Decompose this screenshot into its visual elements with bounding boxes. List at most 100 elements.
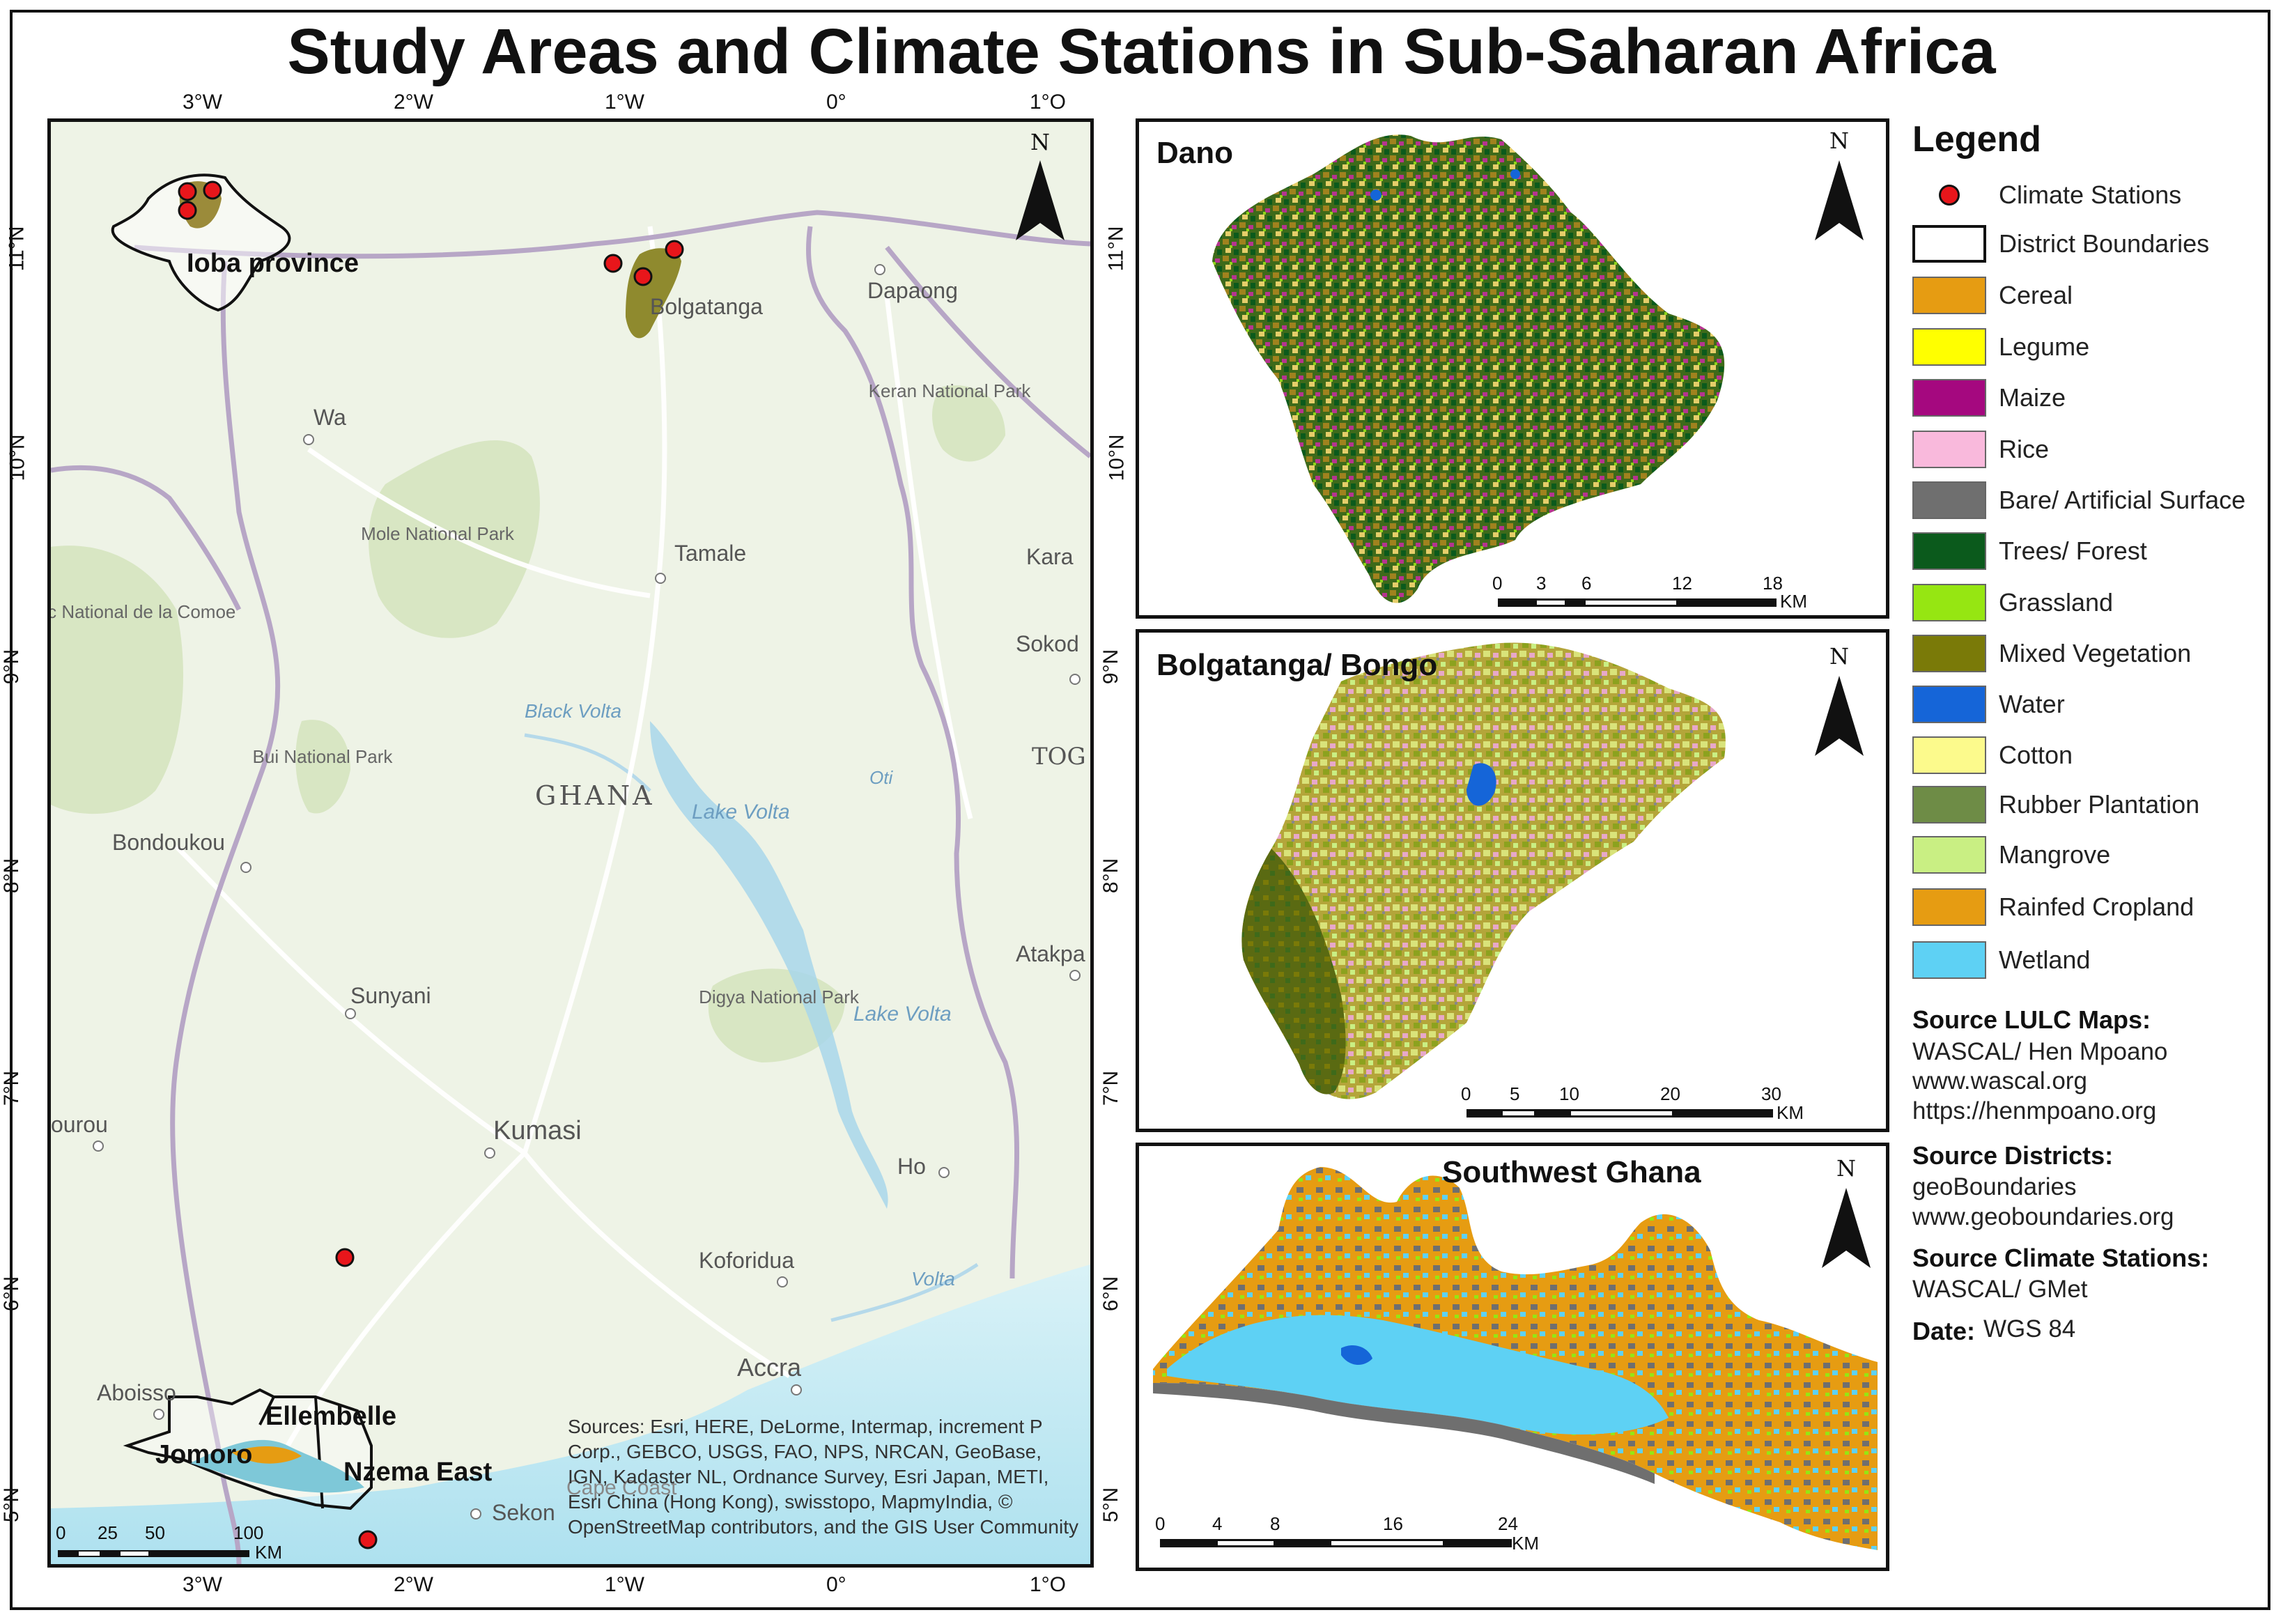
comoe-park-area <box>51 546 183 814</box>
inset-southwest-scale-bar <box>1160 1539 1512 1547</box>
bolg-scale-10: 10 <box>1559 1083 1579 1104</box>
climate-station-point <box>178 201 197 220</box>
legend-item-rubber-plantation: Rubber Plantation <box>1912 785 2199 824</box>
bui-park-area <box>295 720 350 814</box>
bolg-scale-0: 0 <box>1461 1083 1471 1104</box>
label-jomoro: Jomoro <box>155 1440 252 1469</box>
label-ghana: GHANA <box>535 780 655 811</box>
source-lulc-line-3: https://henmpoano.org <box>1912 1097 2157 1124</box>
town-markers <box>93 264 1081 1519</box>
sw-scale-24: 24 <box>1498 1513 1518 1534</box>
bolg-scale-30: 30 <box>1761 1083 1781 1104</box>
inset-dano-scale-bar <box>1498 598 1777 607</box>
svg-text:N: N <box>1829 129 1849 154</box>
source-climate-heading: Source Climate Stations: <box>1912 1244 2210 1272</box>
label-sunyani: Sunyani <box>350 983 431 1008</box>
source-districts-line-1: geoBoundaries <box>1912 1173 2077 1200</box>
dano-scale-3: 3 <box>1536 573 1547 594</box>
grat-left-7n: 7°N <box>0 1070 24 1106</box>
legend-item-bare-surface: Bare/ Artificial Surface <box>1912 481 2245 520</box>
label-dapaong: Dapaong <box>867 278 958 303</box>
climate-station-point <box>358 1530 378 1549</box>
southwest-wetland-zone <box>1167 1315 1669 1434</box>
southwest-lagoon <box>1341 1345 1372 1366</box>
svg-text:N: N <box>1829 644 1849 670</box>
source-lulc-line-1: WASCAL/ Hen Mpoano <box>1912 1038 2168 1065</box>
grat-top-2w: 2°W <box>394 91 433 114</box>
grat-left-11n: 11°N <box>5 226 29 272</box>
southwest-lulc-crop <box>232 1446 302 1464</box>
label-mole-park: Mole National Park <box>361 523 515 544</box>
bolg-scale-unit: KM <box>1777 1102 1804 1123</box>
grat-left-5n: 5°N <box>0 1487 24 1523</box>
grat-right-9n: 9°N <box>1099 649 1123 685</box>
bolgatanga-lulc-map <box>1241 642 1726 1099</box>
label-bourou: ourou <box>51 1112 108 1137</box>
legend-item-cotton: Cotton <box>1912 736 2073 775</box>
grat-left-8n: 8°N <box>0 858 24 894</box>
inset-southwest-north-arrow: N <box>1822 1157 1871 1268</box>
grat-right-5n: 5°N <box>1099 1487 1123 1523</box>
grat-right-8n: 8°N <box>1099 858 1123 894</box>
grat-top-3w: 3°W <box>183 91 222 114</box>
bolgatanga-district-lulc <box>1241 642 1726 1099</box>
date-heading: Date: <box>1912 1317 1976 1345</box>
legend-item-cereal: Cereal <box>1912 276 2073 315</box>
climate-station-point <box>603 254 623 273</box>
climate-station-point <box>203 180 222 200</box>
dano-scale-12: 12 <box>1672 573 1692 594</box>
label-ellembelle: Ellembelle <box>265 1402 396 1431</box>
grat-top-1w: 1°W <box>605 91 644 114</box>
inset-bolgatanga-north-arrow: N <box>1815 644 1864 756</box>
bolgatanga-forest-zone <box>1241 849 1346 1095</box>
grat-bottom-2w: 2°W <box>394 1573 433 1596</box>
inset-dano-north-arrow: N <box>1815 129 1864 240</box>
legend-item-rainfed-cropland: Rainfed Cropland <box>1912 888 2194 927</box>
legend-item-wetland: Wetland <box>1912 941 2090 980</box>
legend-title: Legend <box>1912 119 2041 160</box>
label-oti-river: Oti <box>869 767 893 788</box>
label-keran-park: Keran National Park <box>869 380 1032 401</box>
climate-stations <box>178 180 684 1549</box>
inset-southwest-panel <box>1136 1143 1889 1571</box>
dano-scale-18: 18 <box>1763 573 1783 594</box>
legend-item-district-boundaries: District Boundaries <box>1912 224 2209 263</box>
grat-right-6n: 6°N <box>1099 1276 1123 1312</box>
climate-station-point <box>665 240 684 259</box>
svg-text:N: N <box>1030 129 1050 155</box>
inset-dano-panel <box>1136 118 1889 619</box>
climate-station-point <box>633 267 653 286</box>
label-ho: Ho <box>897 1154 926 1179</box>
main-scale-label-50: 50 <box>145 1522 165 1543</box>
inset-southwest-title: Southwest Ghana <box>1442 1155 1701 1189</box>
source-districts-heading: Source Districts: <box>1912 1141 2114 1170</box>
label-volta: Volta <box>911 1268 955 1290</box>
keran-park-area <box>932 385 1005 462</box>
sw-scale-unit: KM <box>1512 1533 1539 1554</box>
legend-item-legume: Legume <box>1912 327 2089 366</box>
main-basemap <box>51 122 1090 1564</box>
sw-scale-4: 4 <box>1212 1513 1223 1534</box>
main-north-arrow: N <box>1016 129 1065 240</box>
main-scale-label-25: 25 <box>98 1522 118 1543</box>
label-koforidua: Koforidua <box>699 1248 794 1273</box>
legend-item-climate-stations: Climate Stations <box>1912 176 2181 215</box>
source-districts-line-2: www.geoboundaries.org <box>1912 1203 2174 1230</box>
label-nzema-east: Nzema East <box>343 1457 493 1487</box>
black-volta-river <box>524 733 651 792</box>
legend-item-trees-forest: Trees/ Forest <box>1912 532 2147 571</box>
bolg-scale-20: 20 <box>1660 1083 1680 1104</box>
sw-scale-8: 8 <box>1270 1513 1280 1534</box>
legend-item-rice: Rice <box>1912 430 2049 469</box>
grat-right-11n: 11°N <box>1104 226 1128 272</box>
label-cape-coast: Cape Coast <box>566 1476 677 1499</box>
label-digya-park: Digya National Park <box>699 987 860 1007</box>
dano-district-lulc <box>1212 134 1725 603</box>
source-lulc-heading: Source LULC Maps: <box>1912 1005 2151 1034</box>
inset-bolgatanga-panel <box>1136 629 1889 1132</box>
date-value: WGS 84 <box>1983 1315 2076 1343</box>
gulf-of-guinea-sea <box>51 1265 1090 1564</box>
national-borders <box>51 210 1090 1564</box>
main-scale-label-100: 100 <box>233 1522 264 1543</box>
lake-volta-water <box>650 721 888 1209</box>
